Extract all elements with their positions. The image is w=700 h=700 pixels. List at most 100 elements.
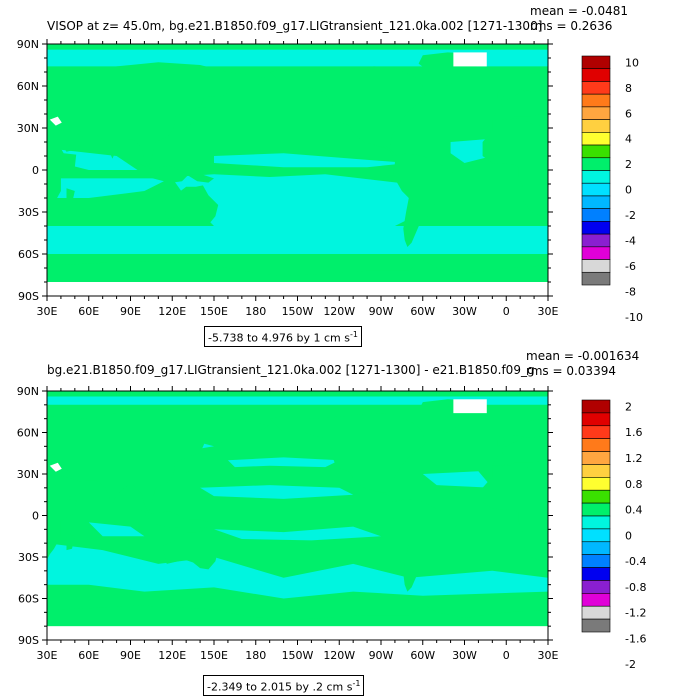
- panel2-eurasia-land: [47, 409, 270, 513]
- panel2-colorbar-box: [581, 425, 611, 439]
- panel2-south-america-land: [393, 498, 458, 592]
- panel1-colorbar-box: [581, 233, 611, 248]
- panel1-colorbar-box: [581, 182, 611, 197]
- panel2-arabia-land: [54, 475, 86, 498]
- panel2-colorbar-box: [581, 477, 611, 491]
- panel2-y-tick-label: 90N: [17, 385, 39, 398]
- panel1-colorbar-box: [581, 93, 611, 108]
- panel1-cyan-zone: [47, 174, 423, 240]
- panel2-map: 30E 60E 90E 120E 150E 180 150W 120W 90W 60W 30W 0 30…: [17, 385, 647, 671]
- panel2-x-tick-label: 120E: [158, 649, 186, 662]
- panel2-colorbar-label: 2: [625, 400, 632, 413]
- panel1-x-tick-label: 150E: [200, 305, 228, 318]
- panel2-colorbar-box: [581, 528, 611, 543]
- panel1-y-tick-label: 30N: [17, 122, 39, 135]
- panel2-range-unit: -1: [352, 679, 361, 688]
- panel1-south-america-land: [393, 153, 458, 247]
- panel1-y-tick-label: 0: [32, 164, 39, 177]
- panel2-colorbar-label: 1.6: [625, 426, 643, 439]
- panel1-madagascar-land: [66, 188, 75, 205]
- panel1-colorbar-label: 4: [625, 133, 632, 146]
- panel2-x-tick-label: 150W: [282, 649, 314, 662]
- panel2-colorbar-box: [581, 593, 611, 607]
- panel2-colorbar-box: [581, 438, 611, 452]
- panel2-cyan-zone: [47, 543, 548, 599]
- panel2-colorbar-box: [581, 618, 611, 633]
- panel2-title: bg.e21.B1850.f09_g17.LIGtransient_121.0k…: [47, 363, 535, 377]
- panel2-africa-east-land: [47, 472, 77, 560]
- panel1-colorbar-box: [581, 271, 611, 286]
- panel1-colorbar-box: [581, 144, 611, 159]
- panel1-colorbar-label: 8: [625, 82, 632, 95]
- panel2-colorbar-label: -1.2: [625, 607, 646, 620]
- panel1-colorbar-box: [581, 81, 611, 95]
- panel1-x-tick-label: 30E: [37, 305, 58, 318]
- panel2-colorbar-label: 1.2: [625, 452, 643, 465]
- panel1-colorbar-box: [581, 132, 611, 146]
- panel1-colorbar-box: [581, 195, 611, 209]
- panel1-antarctic-gap: [47, 282, 548, 296]
- panel2-colorbar-box: [581, 605, 611, 620]
- panel2-europe-west-land: [492, 418, 548, 466]
- panel1-colorbar-label: -8: [625, 285, 636, 298]
- panel1-colorbar-box: [581, 208, 611, 222]
- panel1-colorbar-box: [581, 119, 611, 133]
- panel2-colorbar-box: [581, 515, 611, 530]
- panel2-colorbar-box: [581, 502, 611, 517]
- panel2-colorbar-box: [581, 489, 611, 504]
- panel2-colorbar-box: [581, 412, 611, 427]
- panel2-colorbar-box: [581, 541, 611, 555]
- panel2-rms: rms = 0.03394: [526, 364, 616, 378]
- panel2-y-tick-label: 60N: [17, 427, 39, 440]
- panel2-colorbar-label: -0.8: [625, 581, 646, 594]
- panel2-colorbar-label: 0: [625, 529, 632, 542]
- panel1-uk-land: [497, 88, 505, 100]
- panel2-colorbar-box: [581, 567, 611, 581]
- panel2-x-tick-label: 90W: [369, 649, 394, 662]
- panel1-scandinavia-land: [513, 72, 548, 92]
- panel1-cyan-zone: [214, 153, 409, 168]
- panel1-y-tick-label: 30S: [18, 206, 39, 219]
- panel2-colorbar-box: [581, 451, 611, 465]
- panel1-y-tick-label: 60S: [18, 248, 39, 261]
- panel1-colorbar-label: -4: [625, 234, 636, 247]
- panel2-cyan-zone: [200, 485, 354, 499]
- panel1-colorbar-box: [581, 55, 611, 70]
- panel1-colorbar-box: [581, 68, 611, 82]
- panel1-field: [47, 44, 548, 296]
- panel1-caspian-gap: [49, 116, 62, 126]
- panel1-central-america-land: [374, 144, 400, 159]
- panel2-greenland-icecap: [458, 401, 483, 412]
- panel1-x-tick-label: 0: [503, 305, 510, 318]
- panel1-arabia-land: [54, 129, 86, 152]
- panel1-y-tick-label: 90S: [18, 290, 39, 303]
- panel1-cyan-zone: [47, 226, 548, 254]
- panel2-indonesia-land: [137, 508, 214, 528]
- panel1-australia-land: [162, 185, 219, 225]
- panel2-uk-land: [497, 435, 505, 447]
- panel1-x-tick-label: 90E: [120, 305, 141, 318]
- panel1-y-tick-label: 90N: [17, 38, 39, 51]
- panel1-rms: rms = 0.2636: [530, 19, 613, 33]
- panel2-x-tick-label: 120W: [323, 649, 355, 662]
- panel2-antarctic-gap: [47, 626, 548, 640]
- panel2-range-text: -2.349 to 2.015 by .2 cm s: [207, 680, 353, 694]
- panel1-cyan-zone: [450, 139, 493, 163]
- panel1-japan-land: [186, 107, 207, 127]
- panel1-north-america-land: [269, 66, 426, 148]
- panel2-africa-land: [482, 464, 548, 563]
- panel2-x-tick-label: 30E: [37, 649, 58, 662]
- panel1-colorbar-box: [581, 246, 611, 260]
- panel2-australia-land: [162, 530, 219, 570]
- panel2-cyan-zone: [422, 471, 493, 488]
- panel2-x-tick-label: 180: [245, 649, 266, 662]
- panel1-map: 30E 60E 90E 120E 150E 180 150W 120W 90W 60W 30W 0 30…: [17, 38, 643, 324]
- panel2-scandinavia-land: [513, 418, 548, 438]
- panel2-caspian-gap: [49, 462, 62, 472]
- panel2-colorbar-label: -0.4: [625, 555, 646, 568]
- panel2-colorbar-label: 0.4: [625, 504, 643, 517]
- panel2-x-tick-label: 60E: [78, 649, 99, 662]
- panel2-colorbar-box: [581, 464, 611, 478]
- panel1-colorbar-label: -6: [625, 260, 636, 273]
- panel2-madagascar-land: [66, 533, 75, 551]
